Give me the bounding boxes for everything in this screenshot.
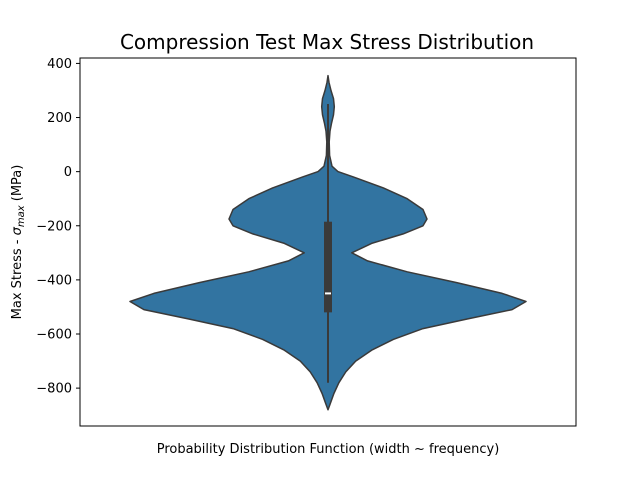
y-axis-label-symbol: σ xyxy=(10,226,25,235)
y-axis-label-prefix: Max Stress - xyxy=(10,235,25,319)
y-tick-label: 0 xyxy=(64,165,72,180)
y-tick-label: −200 xyxy=(36,219,72,234)
y-axis-label-suffix: (MPa) xyxy=(10,165,25,206)
y-tick-label: −600 xyxy=(36,328,72,343)
y-axis-label-subscript: max xyxy=(16,205,27,227)
chart-title: Compression Test Max Stress Distribution xyxy=(120,30,534,54)
y-tick-label: −400 xyxy=(36,273,72,288)
axes-frame xyxy=(79,57,577,427)
y-tick-label: 200 xyxy=(47,111,72,126)
y-tick-label: −800 xyxy=(36,382,72,397)
plot-area xyxy=(129,74,527,411)
x-axis-label: Probability Distribution Function (width… xyxy=(157,442,500,457)
y-axis-ticks: −800 −600 −400 −200 0 200 400 xyxy=(36,57,80,397)
y-axis-label: Max Stress - σmax (MPa) xyxy=(10,165,27,320)
iqr-box xyxy=(324,221,332,313)
y-tick-label: 400 xyxy=(47,57,72,72)
